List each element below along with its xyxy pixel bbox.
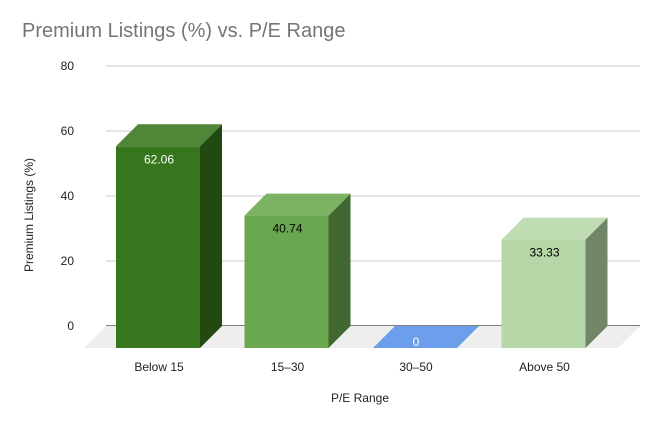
bar-side-face [200, 124, 222, 349]
x-axis-title: P/E Range [331, 391, 389, 405]
x-axis-ticks: Below 15 15–30 30–50 Above 50 [134, 360, 570, 374]
y-tick-label: 80 [61, 59, 75, 73]
bar-top-face [244, 193, 351, 216]
y-tick-label: 60 [61, 124, 75, 138]
y-tick-label: 0 [67, 319, 74, 333]
bar-front-face [116, 146, 200, 348]
bar-top-face [116, 124, 222, 147]
y-tick-label: 40 [61, 189, 75, 203]
data-label: 62.06 [144, 152, 174, 166]
chart-title: Premium Listings (%) vs. P/E Range [22, 20, 346, 42]
bar-top-face [373, 326, 479, 348]
x-tick-label: Above 50 [519, 360, 570, 374]
bar-front-face [244, 215, 329, 348]
data-labels: 62.06 40.74 0 33.33 [144, 152, 560, 349]
bar [373, 326, 479, 348]
y-axis-title: Premium Listings (%) [22, 158, 36, 272]
data-label: 0 [413, 335, 420, 349]
bar-top-face [501, 217, 608, 240]
floor-plane [84, 326, 640, 348]
data-label: 33.33 [529, 246, 559, 260]
x-tick-label: 15–30 [271, 360, 305, 374]
x-tick-label: Below 15 [134, 360, 184, 374]
bar-front-face [501, 239, 586, 348]
y-tick-label: 20 [61, 254, 75, 268]
chart-floor [84, 326, 640, 348]
y-axis-ticks: 0 20 40 60 80 [61, 59, 75, 333]
bar [244, 193, 351, 348]
bars [116, 124, 608, 349]
data-label: 40.74 [272, 222, 302, 236]
bar [501, 217, 608, 348]
x-tick-label: 30–50 [399, 360, 433, 374]
bar-side-face [328, 193, 351, 348]
bar-side-face [585, 217, 608, 348]
bar [116, 124, 222, 349]
